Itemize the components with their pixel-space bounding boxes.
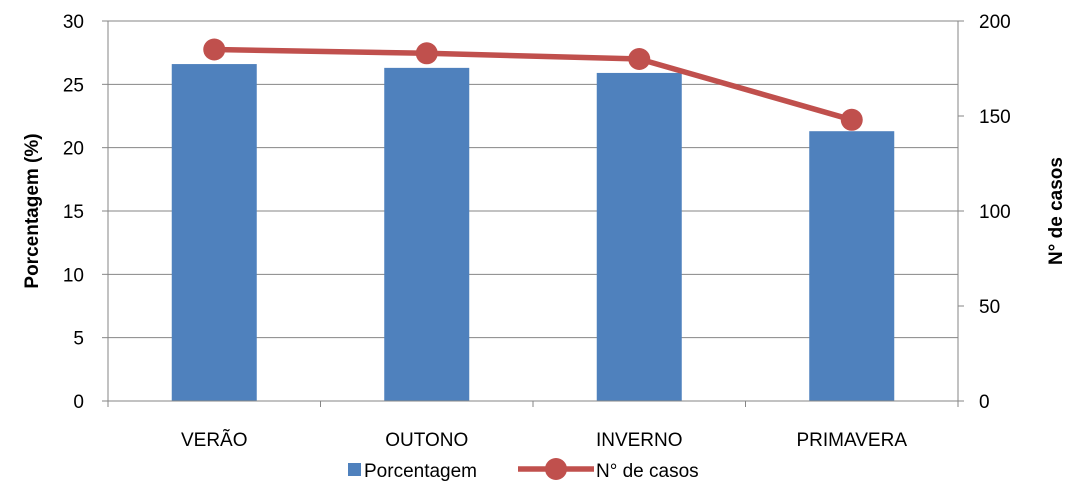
legend: Porcentagem N° de casos [348,458,699,482]
bar [596,72,682,401]
legend-label-line: N° de casos [596,461,699,482]
legend-swatch-bar [348,463,361,476]
line-point [628,48,651,70]
y2-axis-label: N° de casos [1046,157,1067,265]
y-axis-label: Porcentagem (%) [22,133,43,288]
y2-tick-label: 0 [979,392,990,413]
legend-label-bar: Porcentagem [364,461,477,482]
bar-series-porcentagem [171,64,895,402]
y-tick-label: 15 [63,202,84,223]
y2-tick-label: 150 [979,107,1011,128]
axes [102,20,964,407]
y-tick-label: 10 [63,265,84,286]
series-line [214,46,853,123]
y-tick-label: 30 [63,12,84,33]
y-tick-label: 25 [63,75,84,96]
line-series-n-casos [203,38,863,131]
bar [171,64,257,402]
y-tick-label: 5 [73,329,84,350]
y-tick-label: 0 [73,392,84,413]
x-axis-ticks: VERÃO OUTONO INVERNO PRIMAVERA [181,429,907,451]
line-point [203,38,226,61]
x-tick-label: PRIMAVERA [796,430,907,451]
y-tick-label: 20 [63,139,84,160]
bar [809,131,895,401]
x-tick-label: VERÃO [181,429,248,451]
y2-tick-label: 50 [979,297,1000,318]
y2-tick-label: 100 [979,202,1011,223]
line-point [840,108,863,131]
y2-tick-label: 200 [979,12,1011,33]
x-tick-label: INVERNO [596,430,683,451]
line-point [415,42,438,65]
legend-swatch-marker [545,458,567,480]
right-axis-ticks: 0 50 100 150 200 [979,12,1011,413]
left-axis-ticks: 0 5 10 15 20 25 30 [63,12,84,413]
bar [384,67,470,401]
x-tick-label: OUTONO [385,430,468,451]
